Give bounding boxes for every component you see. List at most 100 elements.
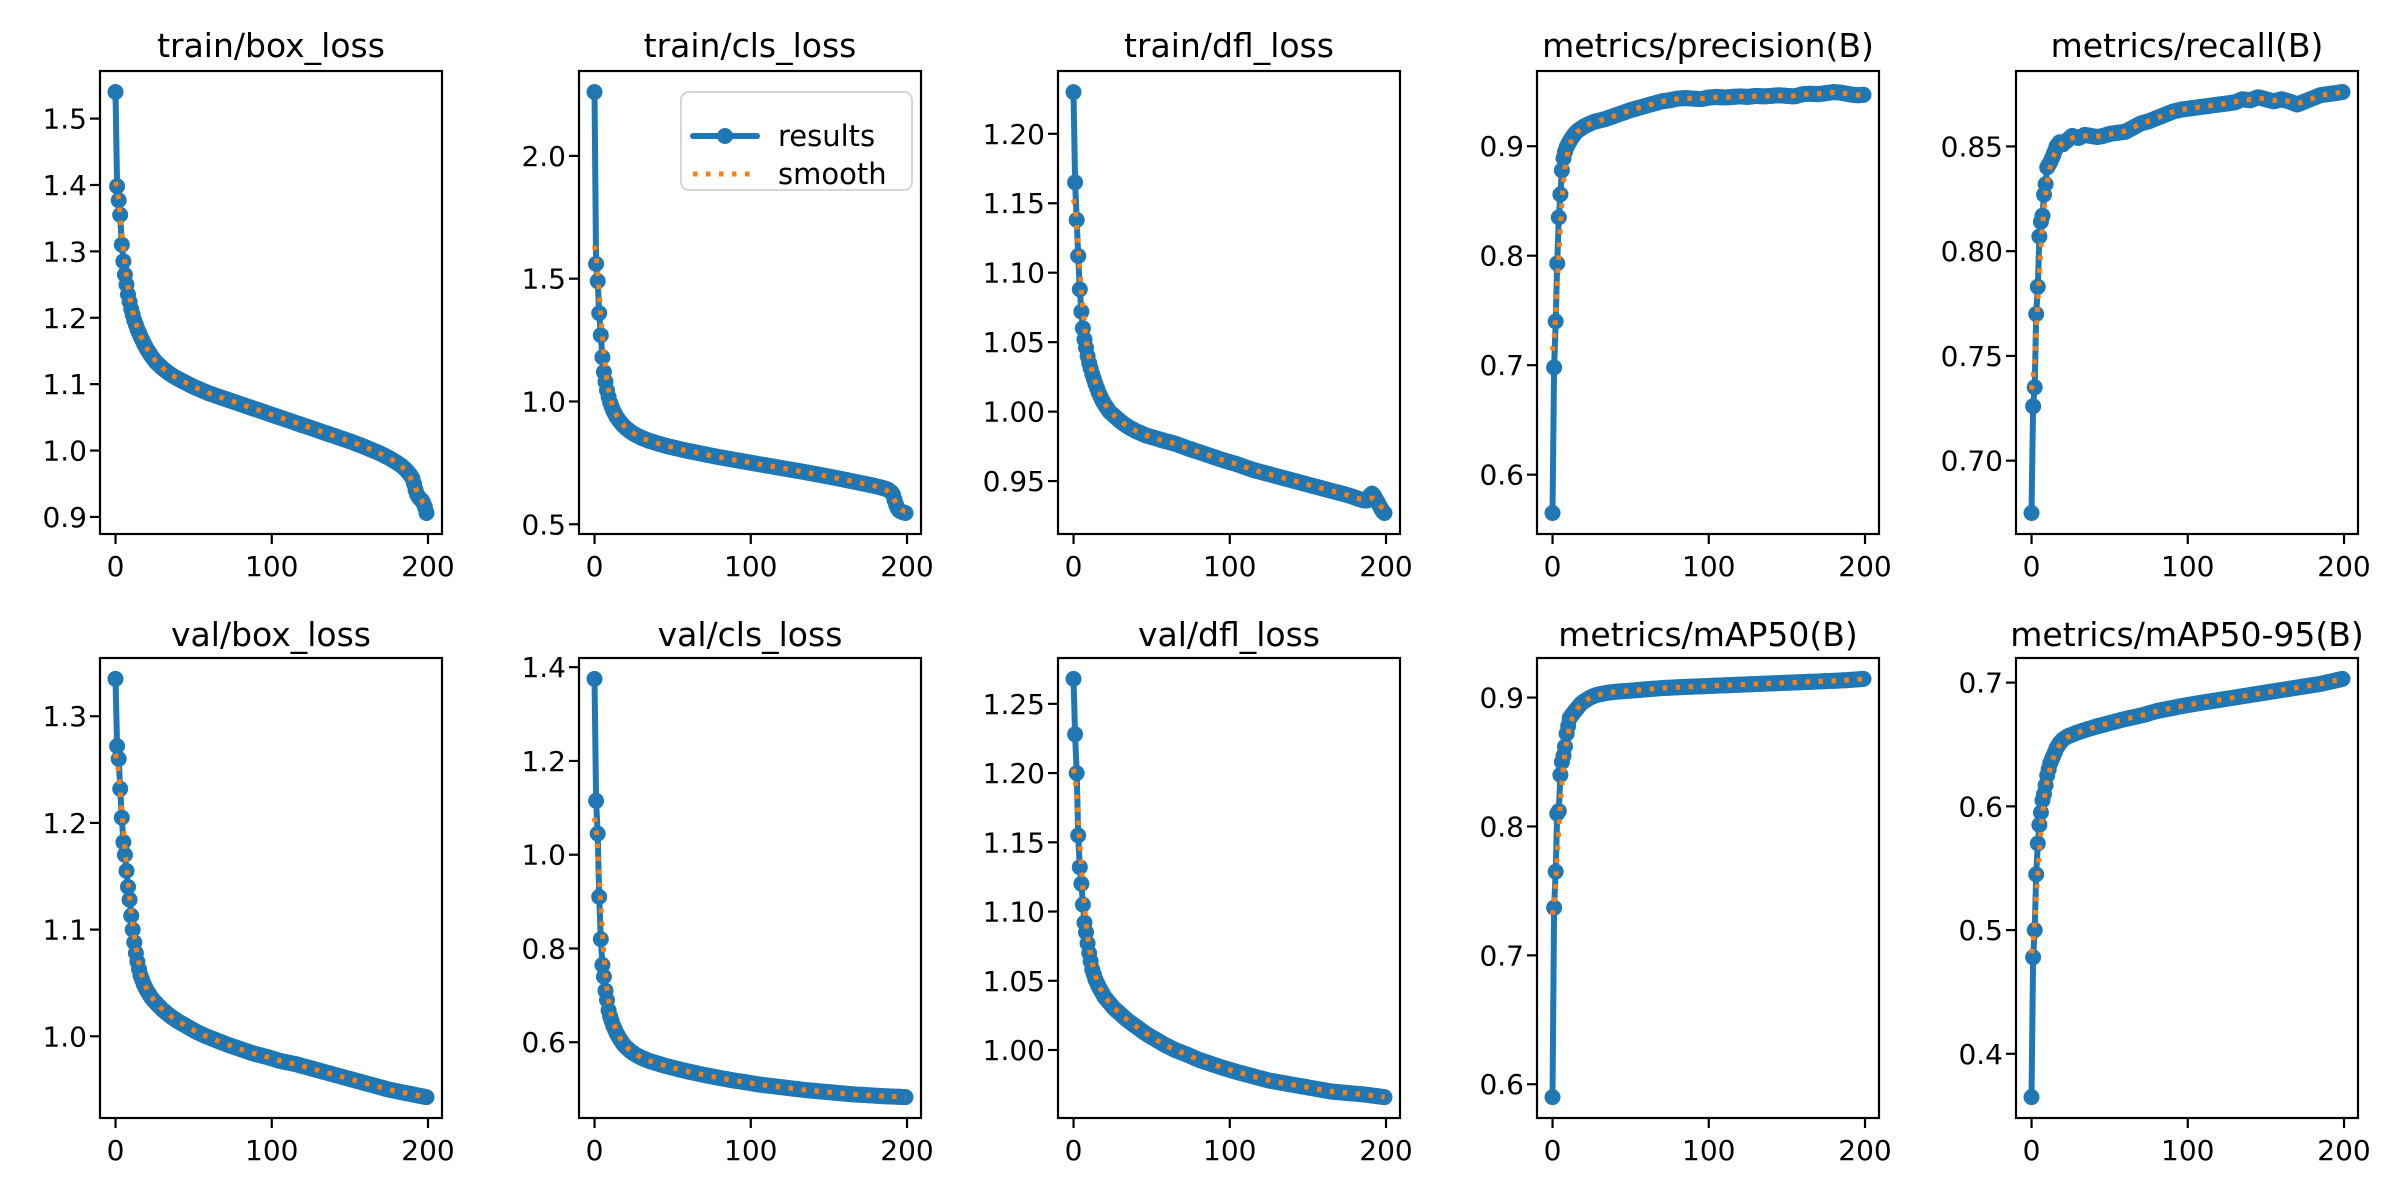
results-marker-dot xyxy=(586,84,603,100)
results-marker-dot xyxy=(1067,174,1084,191)
x-tick-label: 0 xyxy=(586,1134,604,1167)
y-tick-label: 1.5 xyxy=(42,103,87,136)
y-tick-label: 0.85 xyxy=(1941,130,2003,163)
x-tick-label: 0 xyxy=(1065,550,1083,583)
results-marker-dot xyxy=(1546,899,1563,916)
y-tick-label: 0.6 xyxy=(1479,1068,1524,1101)
y-tick-label: 0.70 xyxy=(1941,445,2003,478)
results-marker-dot xyxy=(1071,281,1088,298)
x-tick-label: 200 xyxy=(401,550,454,583)
results-marker-dot xyxy=(2028,306,2045,322)
results-markers xyxy=(107,670,435,1106)
y-tick-label: 0.5 xyxy=(1958,914,2003,947)
y-tick-label: 1.20 xyxy=(983,118,1045,151)
y-tick-label: 1.20 xyxy=(983,757,1045,790)
legend-label-results: results xyxy=(778,119,875,153)
x-tick-label: 200 xyxy=(2317,1134,2370,1167)
x-tick-label: 100 xyxy=(245,550,298,583)
y-tick-label: 0.95 xyxy=(983,465,1045,498)
results-marker-dot xyxy=(2026,922,2043,939)
y-tick-label: 1.4 xyxy=(521,651,566,684)
axes-spines xyxy=(1056,656,1402,1120)
smooth-line xyxy=(1071,768,1385,1100)
subplot-metrics-precision-b-: metrics/precision(B) 0 100 200 0.6 0.7 0.8 0.9 xyxy=(1479,26,1891,583)
y-tick-label: 1.15 xyxy=(983,826,1045,859)
subplot-metrics-map50-b-: metrics/mAP50(B) 0 100 200 0.6 0.7 0.8 0.9 xyxy=(1479,615,1891,1167)
results-marker-dot xyxy=(588,255,605,272)
y-tick-label: 1.05 xyxy=(983,326,1045,359)
y-tick-label: 0.75 xyxy=(1941,340,2003,373)
results-marker-dot xyxy=(123,907,140,924)
smooth-line xyxy=(113,181,428,508)
results-marker-dot xyxy=(124,921,141,938)
x-tick-label: 0 xyxy=(1544,1134,1562,1167)
results-marker-dot xyxy=(2026,379,2043,396)
smooth-line xyxy=(592,817,906,1100)
y-tick-label: 1.1 xyxy=(42,368,87,401)
y-tick-label: 0.7 xyxy=(1958,667,2003,700)
x-tick-label: 100 xyxy=(1203,1134,1256,1167)
axes-spines xyxy=(2014,69,2360,536)
y-tick-label: 1.25 xyxy=(983,688,1045,721)
y-tick-label: 0.4 xyxy=(1958,1038,2003,1071)
axes-spines xyxy=(1535,69,1881,536)
x-tick-label: 100 xyxy=(2161,1134,2214,1167)
x-tick-label: 0 xyxy=(2023,1134,2041,1167)
results-marker-dot xyxy=(1065,670,1082,687)
results-marker-dot xyxy=(2023,505,2040,521)
axes-spines xyxy=(577,69,923,536)
results-marker-dot xyxy=(110,192,127,209)
results-marker-dot xyxy=(897,1089,914,1106)
y-tick-label: 1.15 xyxy=(983,187,1045,220)
results-marker-dot xyxy=(116,846,133,863)
results-marker-dot xyxy=(107,84,124,100)
results-marker-dot xyxy=(1855,670,1872,687)
subplot-title: metrics/mAP50(B) xyxy=(1558,615,1858,654)
x-tick-label: 200 xyxy=(2317,550,2370,583)
x-tick-label: 100 xyxy=(724,1134,777,1167)
results-marker-dot xyxy=(586,670,603,687)
results-marker-dot xyxy=(594,349,611,366)
y-tick-label: 1.10 xyxy=(983,257,1045,290)
results-marker-dot xyxy=(109,738,126,755)
subplot-title: metrics/precision(B) xyxy=(1542,26,1874,65)
legend: results smooth xyxy=(680,91,913,191)
x-tick-label: 100 xyxy=(1682,550,1735,583)
y-tick-label: 1.10 xyxy=(983,896,1045,929)
results-marker-dot xyxy=(1074,896,1091,913)
x-tick-label: 0 xyxy=(1065,1134,1083,1167)
legend-results-marker-sample xyxy=(717,128,733,144)
results-marker-dot xyxy=(1855,86,1872,103)
results-marker-dot xyxy=(112,780,129,797)
y-tick-label: 1.00 xyxy=(983,396,1045,429)
subplot-val-dfl-loss: val/dfl_loss 0 100 200 1.00 1.05 1.10 1.15 1.20 1… xyxy=(983,615,1413,1167)
x-tick-label: 200 xyxy=(1359,1134,1412,1167)
results-marker-dot xyxy=(115,834,132,851)
results-marker-dot xyxy=(1544,505,1561,521)
subplot-title: train/box_loss xyxy=(157,26,385,65)
x-tick-label: 0 xyxy=(107,550,125,583)
x-tick-label: 200 xyxy=(1359,550,1412,583)
y-tick-label: 1.4 xyxy=(42,169,87,202)
axes-spines xyxy=(577,656,923,1120)
y-tick-label: 0.8 xyxy=(1479,240,1524,273)
subplot-title: metrics/recall(B) xyxy=(2051,26,2324,65)
subplot-title: val/dfl_loss xyxy=(1138,615,1320,654)
x-tick-label: 200 xyxy=(401,1134,454,1167)
y-tick-label: 0.9 xyxy=(1479,682,1524,715)
x-tick-label: 100 xyxy=(245,1134,298,1167)
axes-spines xyxy=(1056,69,1402,536)
results-marker-dot xyxy=(1550,803,1567,819)
results-marker-dot xyxy=(1546,359,1563,376)
y-tick-label: 1.2 xyxy=(42,302,87,335)
subplot-title: train/dfl_loss xyxy=(1124,26,1334,65)
subplot-train-dfl-loss: train/dfl_loss 0 100 200 0.95 1.00 1.05 1.10 1.1… xyxy=(983,26,1413,583)
y-tick-label: 0.6 xyxy=(1479,459,1524,492)
y-tick-label: 2.0 xyxy=(521,140,566,173)
axes-spines xyxy=(2014,656,2360,1120)
subplot-metrics-map50-95-b-: metrics/mAP50-95(B) 0 100 200 0.4 0.5 0.6 0.7 xyxy=(1958,615,2370,1167)
results-marker-dot xyxy=(2023,1089,2040,1106)
subplot-train-cls-loss: train/cls_loss 0 100 200 0.5 1.0 1.5 2.0 results… xyxy=(521,26,933,583)
y-tick-label: 1.0 xyxy=(42,1020,87,1053)
results-marker-dot xyxy=(1068,211,1085,228)
